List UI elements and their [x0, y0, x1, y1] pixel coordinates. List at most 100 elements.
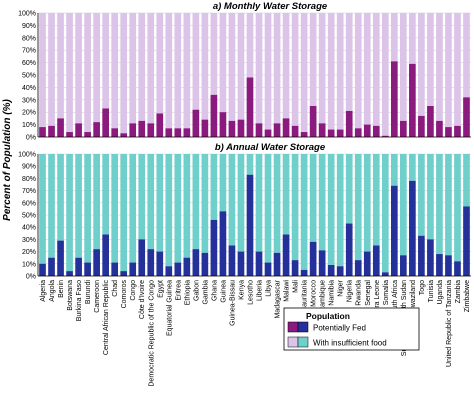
bar-insufficient-a: [201, 13, 209, 120]
x-tick-label: Sierra Leone: [374, 280, 381, 320]
bar-insufficient-b: [436, 154, 443, 255]
bar-fed-b: [246, 174, 254, 276]
bar-insufficient-a: [93, 13, 100, 123]
bar-insufficient-a: [327, 13, 335, 130]
bar-fed-a: [427, 106, 434, 137]
bar-insufficient-a: [409, 13, 416, 64]
bar-fed-b: [210, 219, 218, 276]
bar-fed-a: [75, 123, 82, 137]
bar-fed-b: [300, 269, 308, 276]
bar-insufficient-b: [93, 154, 100, 250]
bar-insufficient-b: [345, 154, 353, 224]
bar-insufficient-a: [174, 13, 182, 129]
x-tick-label: Gambia: [202, 280, 209, 305]
bar-insufficient-a: [336, 13, 344, 130]
bar-insufficient-a: [309, 13, 317, 106]
legend: Population Potentially Fed With insuffic…: [283, 307, 420, 351]
bar-fed-b: [291, 260, 299, 276]
chart-a-title: a) Monthly Water Storage: [213, 1, 328, 12]
legend-swatch-insufficient-annual: [297, 336, 309, 348]
bar-insufficient-a: [300, 13, 308, 133]
bar-insufficient-b: [39, 154, 46, 264]
bar-fed-a: [174, 128, 182, 137]
y-tick-label-a: 80%: [22, 35, 36, 42]
y-tick-label-a: 30%: [22, 97, 36, 104]
bar-insufficient-b: [246, 154, 254, 175]
bar-insufficient-b: [138, 154, 146, 240]
bar-fed-b: [318, 250, 326, 276]
legend-swatch-fed: [287, 321, 299, 333]
bar-fed-b: [454, 261, 461, 276]
bar-fed-a: [327, 129, 335, 137]
bar-insufficient-a: [436, 13, 443, 121]
bar-fed-a: [454, 125, 461, 137]
bar-insufficient-a: [390, 13, 398, 62]
bar-fed-b: [336, 266, 344, 276]
bar-insufficient-b: [237, 154, 245, 252]
bar-insufficient-b: [210, 154, 218, 220]
x-tick-label: Kenya: [238, 280, 245, 300]
bar-fed-b: [84, 262, 91, 276]
bar-fed-a: [300, 132, 308, 137]
bar-fed-a: [39, 127, 46, 137]
bar-fed-a: [165, 128, 173, 137]
y-tick-label-b: 50%: [22, 213, 36, 220]
y-tick-label-b: 30%: [22, 237, 36, 244]
bar-insufficient-a: [363, 13, 371, 125]
x-tick-label: Mali: [293, 280, 300, 293]
x-tick-label: Botswana: [67, 280, 74, 311]
y-tick-label-b: 70%: [22, 188, 36, 195]
x-tick-label: Guinea-Bissau: [229, 280, 236, 326]
bar-fed-b: [147, 249, 155, 276]
bar-fed-b: [165, 266, 173, 276]
x-tick-label: Equatorial Guinea: [166, 280, 173, 336]
x-tick-label: Ghana: [211, 280, 218, 301]
bar-insufficient-b: [454, 154, 461, 262]
bar-fed-b: [409, 180, 416, 276]
bar-fed-a: [264, 129, 272, 137]
bar-fed-a: [111, 128, 119, 137]
bar-fed-a: [102, 108, 109, 137]
bar-insufficient-b: [327, 154, 335, 266]
bar-insufficient-b: [174, 154, 182, 263]
y-tick-label-a: 20%: [22, 110, 36, 117]
bar-fed-a: [273, 123, 281, 137]
bar-insufficient-a: [454, 13, 461, 126]
bar-insufficient-b: [427, 154, 434, 240]
bar-insufficient-b: [354, 154, 362, 261]
bar-insufficient-b: [390, 154, 398, 186]
x-tick-label: Côte d'Ivoire: [139, 280, 146, 319]
bar-insufficient-a: [210, 13, 218, 95]
x-tick-label: Ethiopia: [184, 280, 191, 305]
bar-insufficient-a: [57, 13, 64, 119]
x-tick-label: Burkina Faso: [76, 280, 83, 321]
bar-fed-a: [463, 97, 470, 137]
bar-insufficient-b: [363, 154, 371, 252]
bar-fed-a: [418, 115, 425, 137]
bar-insufficient-a: [354, 13, 362, 129]
bar-insufficient-b: [147, 154, 155, 250]
bar-insufficient-a: [291, 13, 299, 126]
bar-insufficient-a: [445, 13, 452, 128]
bar-fed-b: [345, 223, 353, 276]
bar-fed-b: [418, 235, 425, 276]
bar-insufficient-b: [192, 154, 200, 250]
y-axis-label: Percent of Population (%): [2, 98, 13, 220]
bar-fed-b: [57, 240, 64, 276]
bar-insufficient-a: [48, 13, 55, 126]
bar-insufficient-b: [291, 154, 299, 261]
bar-insufficient-a: [165, 13, 173, 129]
bar-insufficient-b: [66, 154, 73, 272]
x-tick-label: Senegal: [365, 280, 372, 306]
bar-insufficient-a: [255, 13, 263, 124]
x-tick-label: Tunisia: [428, 280, 435, 302]
x-tick-label: Somalia: [383, 280, 390, 305]
bar-fed-a: [210, 94, 218, 137]
legend-title: Population: [306, 311, 350, 321]
bar-insufficient-b: [400, 154, 407, 256]
bar-fed-a: [138, 120, 146, 137]
bar-fed-a: [381, 135, 389, 137]
bar-fed-a: [436, 120, 443, 137]
x-tick-label: Rwanda: [356, 280, 363, 306]
